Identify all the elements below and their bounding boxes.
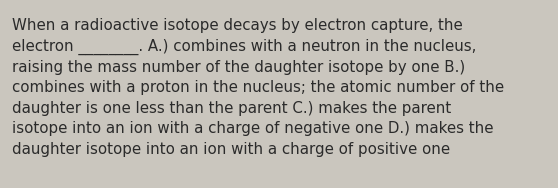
Text: When a radioactive isotope decays by electron capture, the
electron ________. A.: When a radioactive isotope decays by ele… xyxy=(12,18,504,157)
